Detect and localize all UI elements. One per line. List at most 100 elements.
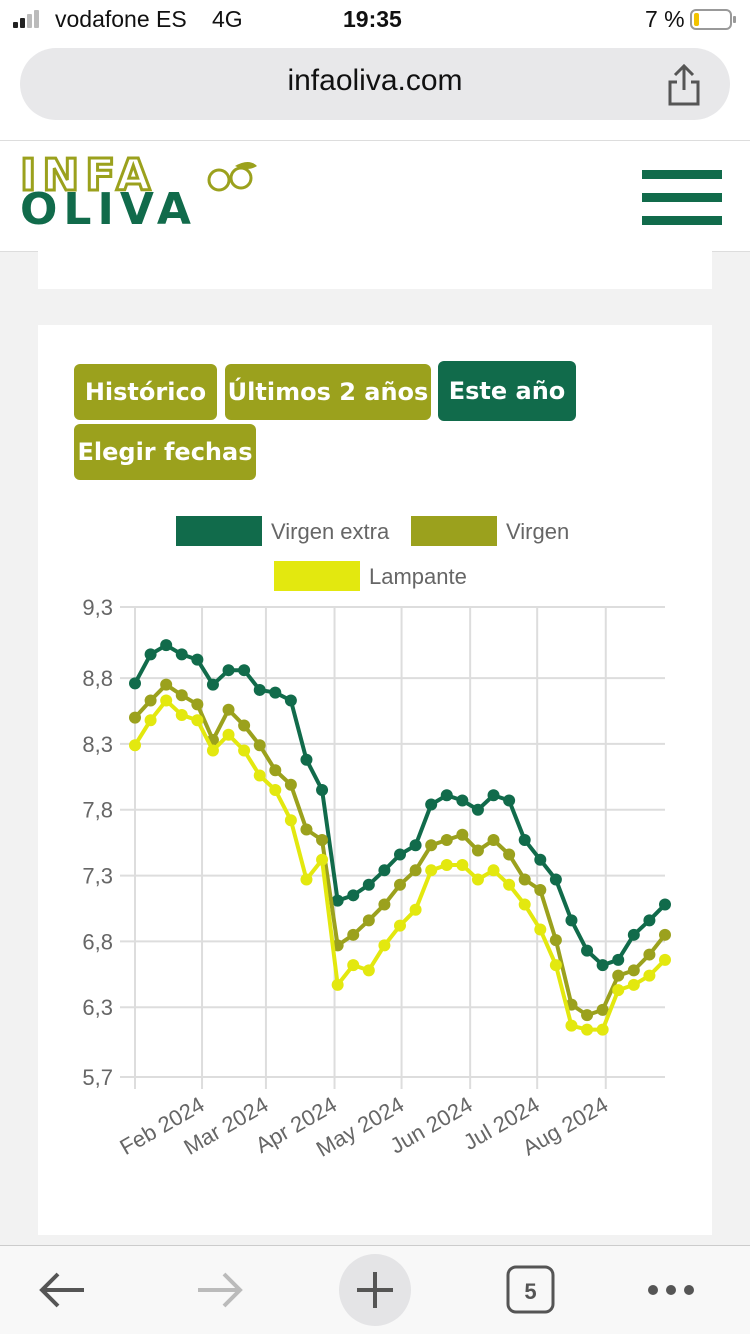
data-point [471, 803, 484, 816]
data-point [659, 953, 671, 966]
data-point [347, 959, 360, 972]
data-point [144, 648, 157, 661]
data-point [471, 844, 484, 857]
data-point [487, 789, 500, 802]
data-point [284, 778, 297, 791]
data-point [549, 873, 562, 886]
data-point [643, 969, 656, 982]
data-point [269, 764, 282, 777]
data-point [659, 928, 671, 941]
y-tick-label: 8,8 [82, 666, 113, 691]
data-point [612, 984, 625, 997]
forward-icon[interactable] [198, 1272, 243, 1308]
data-point [316, 834, 329, 847]
data-point [627, 928, 640, 941]
data-point [409, 903, 422, 916]
share-icon[interactable] [664, 62, 704, 108]
data-point [238, 719, 251, 732]
data-point [300, 873, 313, 886]
data-point [518, 873, 531, 886]
data-point [284, 814, 297, 827]
data-point [565, 1019, 578, 1032]
data-point [269, 783, 282, 796]
data-point [378, 864, 391, 877]
data-point [643, 914, 656, 927]
data-point [471, 873, 484, 886]
data-point [394, 878, 406, 891]
data-point [175, 648, 188, 661]
logo-olives [207, 162, 257, 192]
signal-icon [13, 10, 39, 28]
data-point [534, 923, 547, 936]
logo-line2[interactable]: OLIVA [20, 184, 197, 235]
tab-count[interactable]: 5 [524, 1279, 537, 1304]
data-point [518, 834, 531, 847]
data-point [253, 739, 266, 752]
data-point [518, 898, 531, 911]
url[interactable]: infaoliva.com [287, 64, 463, 97]
data-point [627, 964, 640, 977]
data-point [129, 711, 141, 724]
url-bar[interactable] [20, 48, 730, 120]
range-button[interactable]: Histórico [74, 364, 217, 420]
data-point [503, 848, 516, 861]
data-point [129, 739, 141, 752]
tabs-icon[interactable] [506, 1265, 555, 1314]
data-point [222, 703, 235, 716]
range-button[interactable]: Este año [438, 361, 576, 421]
data-point [129, 677, 141, 690]
data-point [440, 859, 453, 872]
range-button[interactable]: Elegir fechas [74, 424, 256, 480]
y-tick-label: 5,7 [82, 1065, 113, 1090]
data-point [565, 914, 578, 927]
data-point [253, 683, 266, 696]
data-point [222, 664, 235, 677]
data-point [425, 864, 438, 877]
data-point [362, 964, 375, 977]
data-point [425, 839, 438, 852]
more-dot[interactable] [684, 1285, 694, 1295]
legend-label: Lampante [369, 564, 467, 589]
legend-swatch [274, 561, 360, 591]
data-point [409, 839, 422, 852]
data-point [284, 694, 297, 707]
back-icon[interactable] [39, 1272, 84, 1308]
data-point [534, 884, 547, 897]
more-dot[interactable] [666, 1285, 676, 1295]
menu-icon[interactable] [642, 170, 722, 226]
data-point [222, 728, 235, 741]
data-point [191, 653, 204, 666]
data-point [316, 853, 329, 866]
more-dot[interactable] [648, 1285, 658, 1295]
data-point [253, 769, 266, 782]
y-tick-label: 9,3 [82, 595, 113, 620]
range-button[interactable]: Últimos 2 años [225, 364, 431, 420]
data-point [440, 789, 453, 802]
data-point [659, 898, 671, 911]
data-point [300, 823, 313, 836]
network: 4G [212, 6, 243, 32]
data-point [534, 853, 547, 866]
series-line [133, 643, 667, 968]
data-point [596, 959, 609, 972]
data-point [581, 1023, 594, 1036]
data-point [362, 878, 375, 891]
data-point [549, 934, 562, 947]
data-point [347, 889, 360, 902]
clock: 19:35 [343, 6, 402, 32]
plus-icon[interactable] [357, 1272, 393, 1308]
y-tick-label: 8,3 [82, 732, 113, 757]
data-point [144, 714, 157, 727]
data-point [456, 794, 469, 807]
carrier: vodafone ES [55, 6, 187, 32]
data-point [269, 686, 282, 699]
data-point [300, 753, 313, 766]
logo-line1[interactable]: INFA [18, 149, 157, 203]
data-point [175, 708, 188, 721]
data-point [316, 783, 329, 796]
data-point [487, 834, 500, 847]
data-point [206, 678, 219, 691]
data-point [175, 689, 188, 702]
data-point [612, 953, 625, 966]
